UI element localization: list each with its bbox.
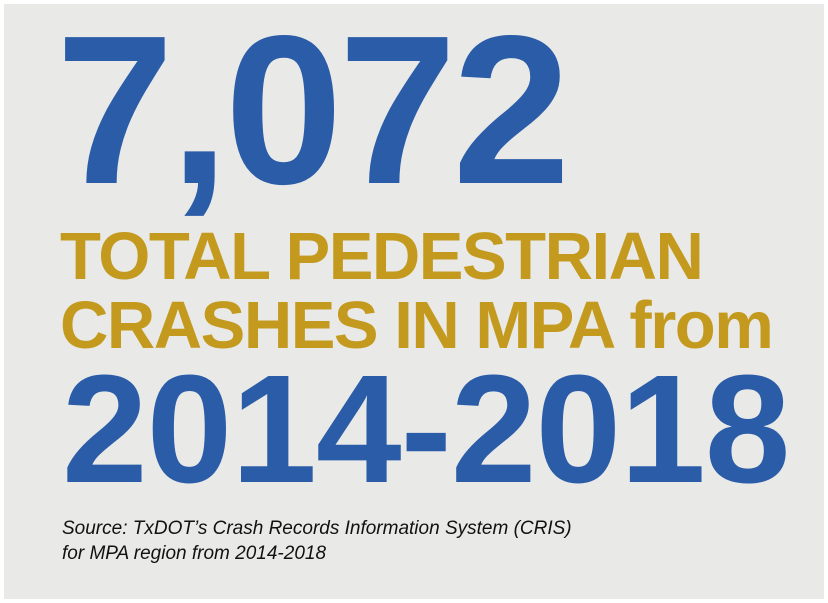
subtitle-line: TOTAL PEDESTRIAN bbox=[60, 219, 704, 294]
year-range: 2014-2018 bbox=[62, 343, 790, 515]
big-number: 7,072 bbox=[56, 4, 571, 228]
infographic: 7,072 TOTAL PEDESTRIAN CRASHES IN MPA fr… bbox=[4, 4, 824, 599]
subtitle-line: CRASHES IN MPA from bbox=[60, 288, 774, 363]
source-line: for MPA region from 2014-2018 bbox=[62, 543, 327, 564]
source-line: Source: TxDOT’s Crash Records Informatio… bbox=[62, 518, 572, 539]
